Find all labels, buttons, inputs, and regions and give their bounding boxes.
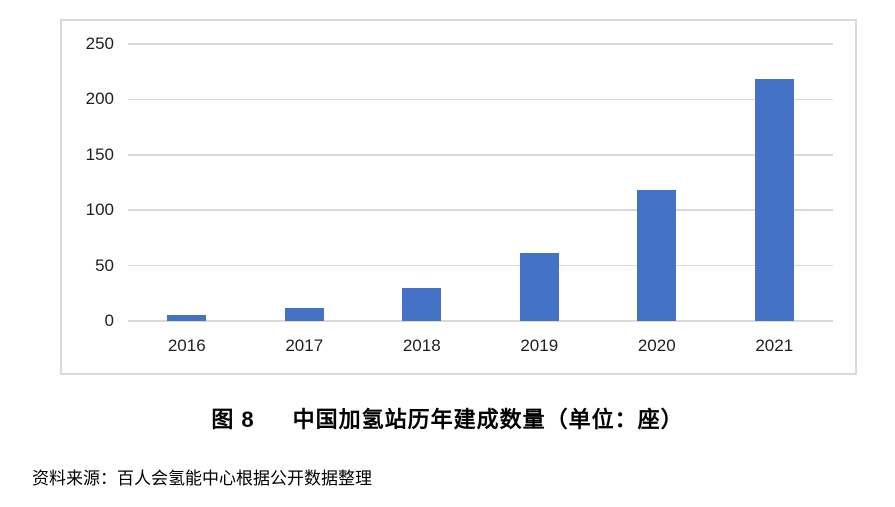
gridline-50 (128, 264, 833, 267)
chart-frame: 0 50 100 150 200 250 2016 2017 2018 2019 2020 2021 (60, 19, 857, 375)
x-axis-label-2020: 2020 (637, 336, 676, 355)
gridline-0 (128, 320, 833, 322)
source-note: 资料来源：百人会氢能中心根据公开数据整理 (32, 469, 372, 488)
y-axis-tick-label: 0 (104, 311, 114, 330)
x-axis-label-2018: 2018 (402, 336, 441, 355)
gridline-200 (128, 98, 833, 101)
y-axis-tick-label: 150 (85, 144, 114, 164)
y-axis-tick-label: 250 (85, 34, 114, 53)
bar-2021 (754, 79, 794, 321)
gridline-250 (128, 43, 833, 45)
bar-2016 (167, 315, 207, 321)
x-axis-label-2021: 2021 (755, 336, 794, 355)
y-axis-tick-label: 200 (85, 89, 114, 109)
x-axis-label-2019: 2019 (520, 336, 559, 355)
figure-title: 中国加氢站历年建成数量（单位：座） (292, 407, 684, 432)
bar-2017 (284, 307, 324, 321)
plot-area: 0 50 100 150 200 250 2016 2017 2018 2019 2020 2021 (86, 34, 833, 355)
x-axis-label-2017: 2017 (285, 336, 324, 355)
gridline-100 (128, 209, 833, 211)
x-axis-label-2016: 2016 (167, 336, 206, 355)
figure-number: 图 8 (211, 407, 255, 432)
gridline-150 (128, 154, 833, 156)
figure-caption: 图 8 中国加氢站历年建成数量（单位：座） (0, 402, 895, 434)
y-axis-tick-label: 50 (95, 255, 114, 275)
bar-2019 (519, 253, 559, 321)
y-axis-tick-label: 100 (85, 200, 114, 220)
bar-2020 (637, 190, 677, 321)
bar-2018 (402, 287, 442, 321)
